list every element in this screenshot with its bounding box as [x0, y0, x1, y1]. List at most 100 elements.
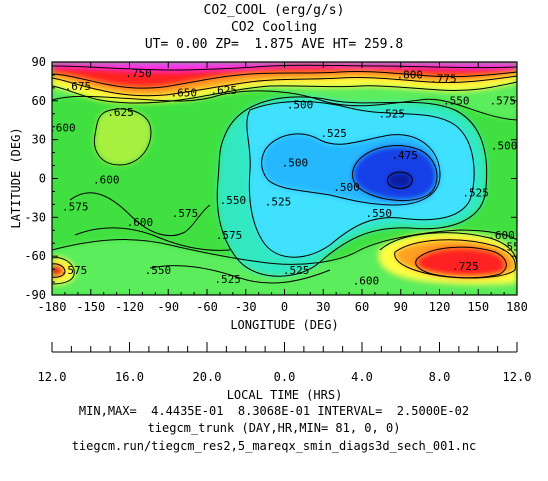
contour-line — [52, 263, 66, 278]
contour-line — [149, 265, 331, 284]
x-tick-label: -30 — [235, 300, 257, 314]
contour-label: .550 — [443, 94, 470, 107]
contour-label: .575 — [490, 94, 517, 107]
plot-subtitle: CO2 Cooling — [230, 20, 318, 35]
contour-line — [379, 232, 517, 266]
contour-line — [93, 108, 152, 166]
contour-line — [52, 64, 517, 71]
contour-label: .775 — [430, 72, 457, 85]
contour-label: .525 — [462, 186, 489, 199]
local-time-axis: 12.0 16.0 20.0 0.0 4.0 8.0 12.0 — [38, 342, 532, 384]
contour-label: .550 — [145, 264, 172, 277]
contour-label: .525 — [214, 273, 241, 286]
y-tick-label: 30 — [32, 133, 46, 147]
contour-label: .525 — [265, 195, 292, 208]
contour-line — [52, 70, 517, 89]
contour-line — [52, 229, 517, 265]
contour-label: .500 — [491, 140, 518, 153]
lt-tick-label: 0.0 — [274, 370, 296, 384]
lt-tick-label: 8.0 — [429, 370, 451, 384]
contour-label: .550 — [220, 194, 247, 207]
contour-line — [261, 133, 441, 206]
contour-label: .625 — [211, 84, 238, 97]
y-tick-label: 0 — [39, 172, 46, 186]
x-axis-label: LONGITUDE (DEG) — [230, 318, 338, 332]
x-tick-label: 60 — [355, 300, 369, 314]
plot-title: CO2_COOL (erg/g/s) — [203, 3, 345, 18]
x-tick-label: 90 — [394, 300, 408, 314]
contour-label: .500 — [333, 181, 360, 194]
contour-line — [415, 246, 507, 279]
plot-info-line: UT= 0.00 ZP= 1.875 AVE HT= 259.8 — [144, 37, 404, 52]
contour-line — [387, 171, 413, 189]
x-tick-label: -90 — [157, 300, 179, 314]
x-tick-label: 120 — [429, 300, 451, 314]
contour-label: .725 — [452, 260, 479, 273]
x-tick-label: -180 — [38, 300, 67, 314]
x-tick-label: 30 — [316, 300, 330, 314]
y-axis: 90 60 30 0 -30 -60 -90 — [24, 55, 517, 302]
minmax-line: MIN,MAX= 4.4435E-01 8.3068E-01 INTERVAL=… — [78, 404, 470, 418]
contour-line — [352, 145, 438, 201]
x-tick-label: -150 — [76, 300, 105, 314]
contour-label: .475 — [391, 149, 418, 162]
x-tick-label: 0 — [281, 300, 288, 314]
model-line: tiegcm_trunk (DAY,HR,MIN= 81, 0, 0) — [147, 421, 401, 435]
contour-label: .600 — [488, 229, 515, 242]
lt-tick-label: 12.0 — [38, 370, 67, 384]
file-line: tiegcm.run/tiegcm_res2,5_mareqx_smin_dia… — [71, 439, 477, 453]
contour-label: .600 — [49, 122, 76, 135]
lt-tick-label: 20.0 — [193, 370, 222, 384]
local-time-axis-label: LOCAL TIME (HRS) — [227, 388, 343, 402]
x-tick-label: 180 — [506, 300, 528, 314]
contour-label: .575 — [61, 264, 88, 277]
contour-label: .550 — [500, 241, 527, 254]
contour-label: .625 — [107, 106, 134, 119]
x-tick-label: -120 — [115, 300, 144, 314]
field-southwest-red — [52, 263, 65, 278]
y-tick-label: 90 — [32, 55, 46, 69]
contour-label: .750 — [125, 67, 152, 80]
contour-label: .525 — [320, 127, 347, 140]
x-tick-label: -60 — [196, 300, 218, 314]
contour-label: .600 — [93, 173, 120, 186]
contour-label: .575 — [172, 207, 199, 220]
lt-tick-label: 12.0 — [503, 370, 532, 384]
y-axis-label: LATITUDE (DEG) — [9, 127, 23, 228]
filled-contours: .750 .675 .650 .625 .625 .600 .500 .525 .525 .800… — [49, 62, 527, 295]
contour-line — [69, 192, 211, 237]
field-south-red — [415, 247, 507, 278]
contour-line — [216, 96, 488, 277]
contour-label: .650 — [171, 87, 198, 100]
contour-line — [394, 239, 516, 279]
contour-label: .600 — [353, 274, 380, 287]
x-tick-label: 150 — [467, 300, 489, 314]
contour-label: .500 — [287, 98, 314, 111]
contour-line — [74, 227, 231, 251]
contour-label: .525 — [283, 264, 310, 277]
contour-label: .575 — [62, 201, 89, 214]
contour-label: .575 — [216, 229, 243, 242]
contour-line — [52, 90, 517, 121]
contour-label: .600 — [127, 216, 154, 229]
contour-line — [246, 101, 475, 258]
contour-line — [52, 75, 517, 97]
lt-tick-label: 16.0 — [115, 370, 144, 384]
contour-label: .800 — [397, 69, 424, 82]
lt-tick-label: 4.0 — [351, 370, 373, 384]
contour-label: .500 — [282, 157, 309, 170]
contour-label: .675 — [65, 80, 92, 93]
contour-label: .525 — [378, 107, 405, 120]
contour-label: .550 — [366, 207, 393, 220]
field-trough-min — [387, 172, 413, 189]
contour-line — [52, 81, 517, 104]
y-tick-label: 60 — [32, 94, 46, 108]
y-tick-label: -90 — [24, 288, 46, 302]
contour-lines — [52, 64, 517, 285]
field-blob-600-west — [94, 108, 151, 165]
contour-labels: .750 .675 .650 .625 .625 .600 .500 .525 .525 .800… — [49, 67, 527, 287]
y-tick-label: -30 — [24, 210, 46, 224]
contour-line — [52, 257, 75, 285]
x-axis: -180 -150 -120 -90 -60 -30 0 30 60 90 120 150 180 — [38, 62, 528, 314]
